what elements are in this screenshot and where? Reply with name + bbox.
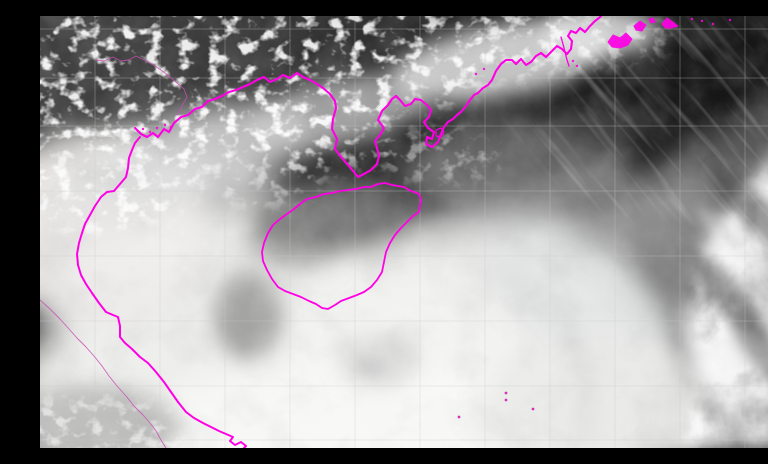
hong-kong-island-blob [633,20,647,32]
coastal-island-dot [728,18,732,22]
coastal-island-dot [141,127,145,131]
hong-kong-island-blob [607,32,633,49]
coastline-overlay [40,16,679,448]
coastal-island-dot [571,59,575,63]
coastal-island-dot [700,19,704,23]
hong-kong-island-blob [648,17,656,24]
island-dots-overlay [141,17,732,419]
pearl-river-inlet [560,36,570,67]
graticule-gridlines [40,16,768,448]
naozhou-island-coastline [435,127,445,138]
vietnam-coastline [76,136,247,448]
satellite-map-canvas [40,16,768,448]
hainan-island-coastline [261,182,422,310]
coastal-island-dot [575,64,579,68]
coastal-island-dot [155,126,159,130]
satellite-imagery-layer [40,16,768,448]
satellite-weather-image [40,16,768,448]
china-vietnam-border [95,55,188,116]
coastal-island-dot [711,22,715,26]
coastal-island-dot [474,72,478,76]
paracel-island-dot [504,398,508,402]
vietnam-laos-border [40,299,167,448]
film-grain-dark [40,16,768,448]
coastal-island-dot [690,17,694,21]
mainland-china-coastline [133,16,603,179]
coastal-island-dot [482,67,486,71]
paracel-island-dot [531,407,535,411]
hong-kong-island-blob [661,17,679,29]
coastal-island-dot [163,123,167,127]
coastal-island-dot [148,130,152,134]
paracel-island-dot [457,415,461,419]
paracel-island-dot [504,391,508,395]
coastal-island-dot [169,125,173,129]
